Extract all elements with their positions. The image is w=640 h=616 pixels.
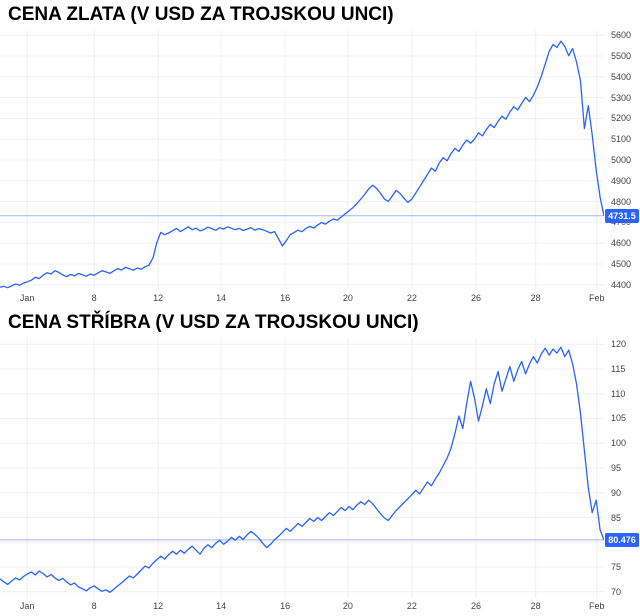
x-axis-tick-label: 14 bbox=[216, 293, 227, 303]
y-axis-tick-label: 4600 bbox=[611, 238, 632, 249]
y-axis-tick-label: 4400 bbox=[611, 279, 632, 290]
y-axis-tick-label: 75 bbox=[611, 562, 622, 573]
y-axis-tick-label: 4500 bbox=[611, 259, 632, 269]
x-axis-tick-label: 28 bbox=[530, 601, 541, 611]
gold-chart-title: CENA ZLATA (V USD ZA TROJSKOU UNCI) bbox=[8, 4, 394, 25]
gold-time-axis[interactable]: Jan 8 12 14 16 20 22 26 28 Feb bbox=[0, 290, 605, 308]
gold-price-axis[interactable]: 4400450046004700480049005000510052005300… bbox=[604, 30, 640, 290]
gold-current-price-badge: 4731.5 bbox=[605, 208, 639, 223]
price-series-line bbox=[0, 40, 604, 289]
x-axis-tick-label: 12 bbox=[153, 601, 164, 611]
x-axis-tick-label: 22 bbox=[406, 601, 417, 611]
y-axis-tick-label: 85 bbox=[611, 512, 622, 523]
x-axis-tick-label: 26 bbox=[470, 601, 482, 611]
gold-price-line-chart[interactable] bbox=[0, 30, 604, 290]
y-axis-tick-label: 120 bbox=[611, 339, 627, 350]
y-axis-tick-label: 5400 bbox=[611, 71, 632, 82]
silver-time-axis[interactable]: Jan 8 12 14 16 20 22 26 28 Feb bbox=[0, 598, 605, 616]
y-axis-tick-label: 4900 bbox=[611, 175, 632, 186]
y-axis-tick-label: 5600 bbox=[611, 30, 632, 41]
y-axis-tick-label: 110 bbox=[611, 388, 626, 399]
x-axis-tick-label: 12 bbox=[153, 293, 164, 303]
y-axis-tick-label: 100 bbox=[611, 438, 627, 449]
x-axis-tick-label: 8 bbox=[91, 293, 97, 303]
silver-current-price-badge: 80.476 bbox=[605, 532, 639, 547]
y-axis-tick-label: 4800 bbox=[611, 196, 632, 207]
y-axis-tick-label: 5000 bbox=[611, 155, 632, 165]
silver-price-axis[interactable]: 707580859095100105110115120 bbox=[604, 338, 640, 598]
x-axis-tick-label: Jan bbox=[19, 293, 35, 303]
x-axis-tick-label: Jan bbox=[19, 601, 35, 611]
y-axis-tick-label: 5200 bbox=[611, 113, 632, 124]
y-axis-tick-label: 5100 bbox=[611, 134, 632, 145]
y-axis-tick-label: 5300 bbox=[611, 92, 632, 103]
gold-plot-area: 4400450046004700480049005000510052005300… bbox=[0, 30, 640, 290]
x-axis-tick-label: 16 bbox=[280, 601, 291, 611]
x-axis-tick-label: Feb bbox=[589, 601, 605, 611]
y-axis-tick-label: 5500 bbox=[611, 51, 632, 61]
y-axis-tick-label: 90 bbox=[611, 487, 622, 498]
x-axis-tick-label: 28 bbox=[530, 293, 541, 303]
silver-price-chart-panel: CENA STŘÍBRA (V USD ZA TROJSKOU UNCI) 70… bbox=[0, 308, 640, 616]
y-axis-tick-label: 105 bbox=[611, 413, 627, 424]
x-axis-tick-label: 16 bbox=[280, 293, 291, 303]
silver-price-line-chart[interactable] bbox=[0, 338, 604, 598]
gold-price-chart-panel: CENA ZLATA (V USD ZA TROJSKOU UNCI) 4400… bbox=[0, 4, 640, 308]
x-axis-tick-label: 8 bbox=[91, 601, 97, 611]
x-axis-tick-label: 26 bbox=[470, 293, 482, 303]
x-axis-tick-label: Feb bbox=[589, 293, 605, 303]
silver-plot-area: 707580859095100105110115120 80.476 bbox=[0, 338, 640, 598]
silver-chart-title: CENA STŘÍBRA (V USD ZA TROJSKOU UNCI) bbox=[8, 312, 419, 333]
x-axis-tick-label: 20 bbox=[342, 293, 353, 303]
y-axis-tick-label: 115 bbox=[611, 363, 626, 374]
price-series-line bbox=[0, 346, 604, 593]
y-axis-tick-label: 70 bbox=[611, 586, 622, 597]
x-axis-tick-label: 14 bbox=[216, 601, 227, 611]
x-axis-tick-label: 20 bbox=[342, 601, 353, 611]
x-axis-tick-label: 22 bbox=[406, 293, 417, 303]
y-axis-tick-label: 95 bbox=[611, 463, 622, 473]
